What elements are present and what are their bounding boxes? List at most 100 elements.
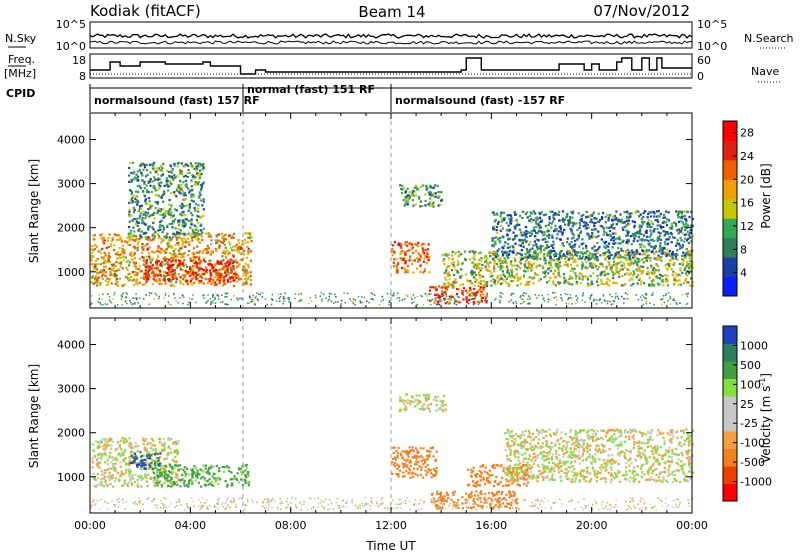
echo-cell	[248, 237, 252, 240]
echo-cell	[188, 172, 191, 175]
echo-cell	[508, 272, 511, 275]
echo-cell	[678, 247, 682, 250]
echo-cell	[571, 257, 574, 260]
echo-cell	[180, 247, 183, 250]
echo-cell	[558, 219, 561, 222]
echo-cell	[688, 236, 691, 239]
ground-cell	[495, 298, 497, 300]
echo-cell	[657, 231, 660, 234]
echo-cell	[432, 195, 436, 198]
echo-cell	[170, 175, 174, 178]
echo-cell	[151, 213, 154, 217]
echo-cell	[141, 174, 144, 177]
ground-cell	[416, 303, 418, 306]
ground-cell	[284, 292, 286, 294]
ground-cell	[167, 301, 170, 303]
echo-cell	[543, 231, 546, 234]
echo-cell	[500, 267, 503, 270]
echo-cell	[154, 189, 157, 192]
echo-cell	[234, 273, 237, 276]
echo-cell	[214, 271, 218, 274]
echo-cell	[168, 266, 171, 269]
echo-cell	[631, 253, 634, 256]
echo-cell	[189, 235, 192, 238]
echo-cell	[685, 210, 688, 213]
echo-cell	[471, 294, 474, 297]
echo-cell	[132, 271, 135, 274]
echo-cell	[145, 231, 148, 235]
echo-cell	[577, 234, 580, 237]
ground-cell	[626, 298, 628, 300]
echo-cell	[172, 284, 176, 287]
ground-cell	[555, 303, 557, 306]
echo-cell	[641, 223, 644, 226]
echo-cell	[664, 232, 667, 235]
echo-cell	[113, 468, 116, 471]
echo-cell	[116, 234, 119, 237]
echo-cell	[497, 238, 500, 241]
echo-cell	[452, 261, 455, 264]
echo-cell	[638, 230, 641, 234]
ground-cell	[321, 298, 323, 300]
ground-cell	[299, 300, 302, 302]
echo-cell	[448, 274, 451, 277]
echo-cell	[136, 237, 139, 241]
echo-cell	[566, 237, 569, 240]
echo-cell	[175, 261, 178, 265]
ground-cell	[372, 298, 375, 301]
echo-cell	[681, 212, 684, 215]
ground-cell	[581, 295, 584, 297]
echo-cell	[500, 218, 503, 221]
echo-cell	[450, 269, 453, 272]
echo-cell	[424, 199, 427, 202]
echo-cell	[437, 191, 440, 194]
echo-cell	[609, 230, 612, 233]
echo-cell	[127, 234, 131, 237]
echo-cell	[622, 284, 625, 287]
ground-cell	[679, 302, 681, 304]
echo-cell	[112, 466, 115, 469]
echo-cell	[175, 461, 178, 464]
echo-cell	[545, 244, 549, 247]
echo-cell	[689, 231, 692, 234]
echo-cell	[471, 261, 474, 264]
echo-cell	[152, 459, 155, 463]
echo-cell	[181, 189, 184, 192]
echo-cell	[393, 265, 396, 268]
echo-cell	[215, 249, 218, 252]
echo-cell	[665, 221, 668, 224]
echo-cell	[177, 185, 180, 188]
echo-cell	[174, 440, 177, 443]
echo-cell	[585, 216, 588, 219]
echo-cell	[165, 180, 168, 183]
echo-cell	[107, 237, 110, 240]
echo-cell	[101, 438, 104, 441]
echo-cell	[671, 250, 674, 254]
echo-cell	[129, 469, 132, 472]
echo-cell	[122, 259, 125, 262]
echo-cell	[660, 227, 663, 230]
echo-cell	[597, 248, 600, 251]
echo-cell	[511, 220, 514, 223]
echo-cell	[659, 277, 662, 280]
echo-cell	[650, 264, 653, 267]
echo-cell	[201, 476, 204, 479]
echo-cell	[216, 269, 219, 272]
echo-cell	[402, 199, 405, 202]
echo-cell	[237, 238, 240, 242]
echo-cell	[612, 274, 615, 277]
echo-cell	[165, 457, 168, 460]
echo-cell	[505, 229, 508, 232]
echo-cell	[179, 192, 182, 195]
echo-cell	[198, 176, 201, 179]
echo-cell	[103, 269, 106, 272]
echo-cell	[182, 253, 185, 256]
echo-cell	[162, 471, 165, 474]
echo-cell	[157, 458, 160, 461]
echo-cell	[531, 256, 534, 259]
echo-cell	[175, 195, 178, 198]
echo-cell	[677, 216, 680, 219]
ground-cell	[644, 293, 647, 295]
echo-cell	[229, 280, 232, 283]
ground-cell	[248, 302, 250, 304]
